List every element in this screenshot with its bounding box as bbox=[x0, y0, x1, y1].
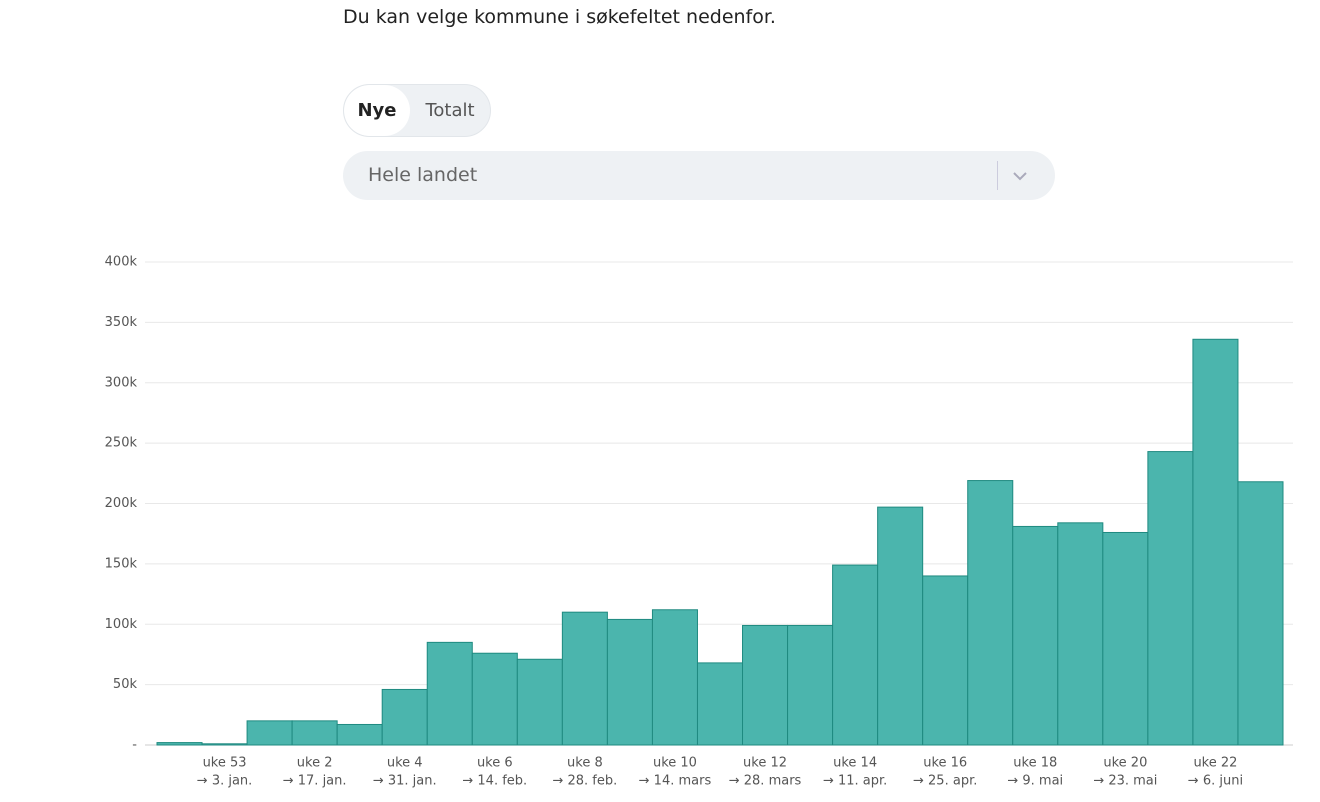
y-tick-label: 350k bbox=[105, 315, 138, 330]
x-tick-sublabel: → 3. jan. bbox=[197, 774, 253, 789]
y-tick-label: 100k bbox=[105, 617, 138, 632]
select-placeholder: Hele landet bbox=[368, 164, 478, 186]
bar bbox=[561, 611, 608, 746]
x-tick-label: uke 53 bbox=[203, 756, 247, 771]
x-tick-sublabel: → 6. juni bbox=[1188, 774, 1243, 789]
bar bbox=[471, 652, 518, 746]
y-tick-label: 300k bbox=[105, 375, 138, 390]
bar bbox=[426, 641, 473, 746]
bar bbox=[1102, 531, 1149, 746]
bar bbox=[381, 688, 428, 746]
x-tick-sublabel: → 9. mai bbox=[1007, 774, 1063, 789]
bar bbox=[742, 624, 789, 746]
x-tick-sublabel: → 25. apr. bbox=[913, 774, 977, 789]
x-tick-label: uke 22 bbox=[1193, 756, 1237, 771]
bar bbox=[696, 662, 744, 746]
x-tick-label: uke 16 bbox=[923, 756, 967, 771]
bar bbox=[787, 624, 834, 746]
bar bbox=[651, 609, 698, 746]
y-tick-label: 150k bbox=[105, 556, 138, 571]
x-tick-label: uke 18 bbox=[1013, 756, 1057, 771]
bar bbox=[201, 743, 248, 746]
x-tick-sublabel: → 14. feb. bbox=[462, 774, 527, 789]
bar bbox=[336, 723, 383, 746]
bar bbox=[1237, 481, 1284, 746]
intro-text: Du kan velge kommune i søkefeltet nedenf… bbox=[343, 6, 776, 28]
x-tick-label: uke 8 bbox=[567, 756, 603, 771]
bar bbox=[516, 658, 563, 746]
y-tick-label: 400k bbox=[105, 255, 138, 270]
bar bbox=[246, 720, 293, 746]
x-tick-label: uke 6 bbox=[477, 756, 513, 771]
y-tick-label: - bbox=[132, 738, 137, 753]
bar bbox=[967, 480, 1014, 746]
toggle: Nye Totalt bbox=[343, 84, 491, 137]
bar bbox=[291, 720, 338, 746]
bar bbox=[1012, 525, 1059, 746]
x-tick-label: uke 12 bbox=[743, 756, 787, 771]
bar bbox=[922, 575, 969, 746]
x-tick-sublabel: → 31. jan. bbox=[373, 774, 437, 789]
x-tick-sublabel: → 28. feb. bbox=[552, 774, 617, 789]
bar bbox=[1057, 522, 1104, 746]
bar bbox=[606, 618, 653, 746]
select[interactable]: Hele landet bbox=[343, 151, 1055, 200]
bar bbox=[832, 564, 879, 746]
x-tick-label: uke 20 bbox=[1103, 756, 1147, 771]
y-tick-label: 200k bbox=[105, 496, 138, 511]
x-tick-label: uke 2 bbox=[297, 756, 333, 771]
x-tick-label: uke 14 bbox=[833, 756, 877, 771]
bar bbox=[1192, 338, 1239, 746]
bar bbox=[1147, 451, 1194, 746]
x-tick-sublabel: → 17. jan. bbox=[283, 774, 347, 789]
x-tick-sublabel: → 11. apr. bbox=[823, 774, 887, 789]
x-tick-label: uke 4 bbox=[387, 756, 423, 771]
y-tick-label: 250k bbox=[105, 436, 138, 451]
x-tick-label: uke 10 bbox=[653, 756, 697, 771]
x-tick-sublabel: → 23. mai bbox=[1093, 774, 1157, 789]
chevron-icon bbox=[1013, 172, 1027, 181]
y-tick-label: 50k bbox=[113, 677, 138, 692]
divider bbox=[997, 161, 998, 190]
toggle-option[interactable]: Nye bbox=[344, 85, 410, 136]
x-tick-sublabel: → 14. mars bbox=[639, 774, 712, 789]
bar bbox=[156, 742, 203, 746]
bar bbox=[877, 506, 924, 746]
x-tick-sublabel: → 28. mars bbox=[729, 774, 802, 789]
toggle-option[interactable]: Totalt bbox=[425, 100, 475, 121]
